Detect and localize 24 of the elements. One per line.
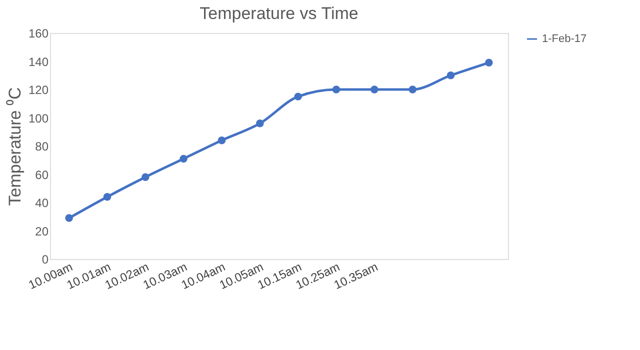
y-tick-label: 100 (28, 111, 49, 126)
legend-label: 1-Feb-17 (542, 33, 587, 45)
y-tick-label: 20 (35, 224, 49, 238)
point (256, 120, 264, 128)
y-tick-label: 120 (28, 83, 49, 97)
y-axis-title: Temperature ⁰C (5, 87, 24, 206)
point (370, 86, 378, 94)
point (218, 136, 226, 144)
chart-title: Temperature vs Time (200, 4, 358, 23)
y-tick-label: 60 (35, 168, 49, 182)
y-tick-label: 160 (28, 26, 49, 40)
point (332, 86, 340, 94)
point (408, 86, 416, 94)
point (103, 192, 112, 201)
y-tick-label: 0 (42, 252, 49, 266)
y-tick-label: 80 (35, 140, 49, 154)
point (446, 72, 455, 80)
point (294, 92, 302, 100)
point (485, 58, 493, 67)
point (65, 214, 73, 222)
point (180, 154, 188, 163)
point (142, 173, 150, 181)
y-tick-label: 40 (35, 196, 49, 210)
y-tick-label: 140 (28, 54, 49, 69)
